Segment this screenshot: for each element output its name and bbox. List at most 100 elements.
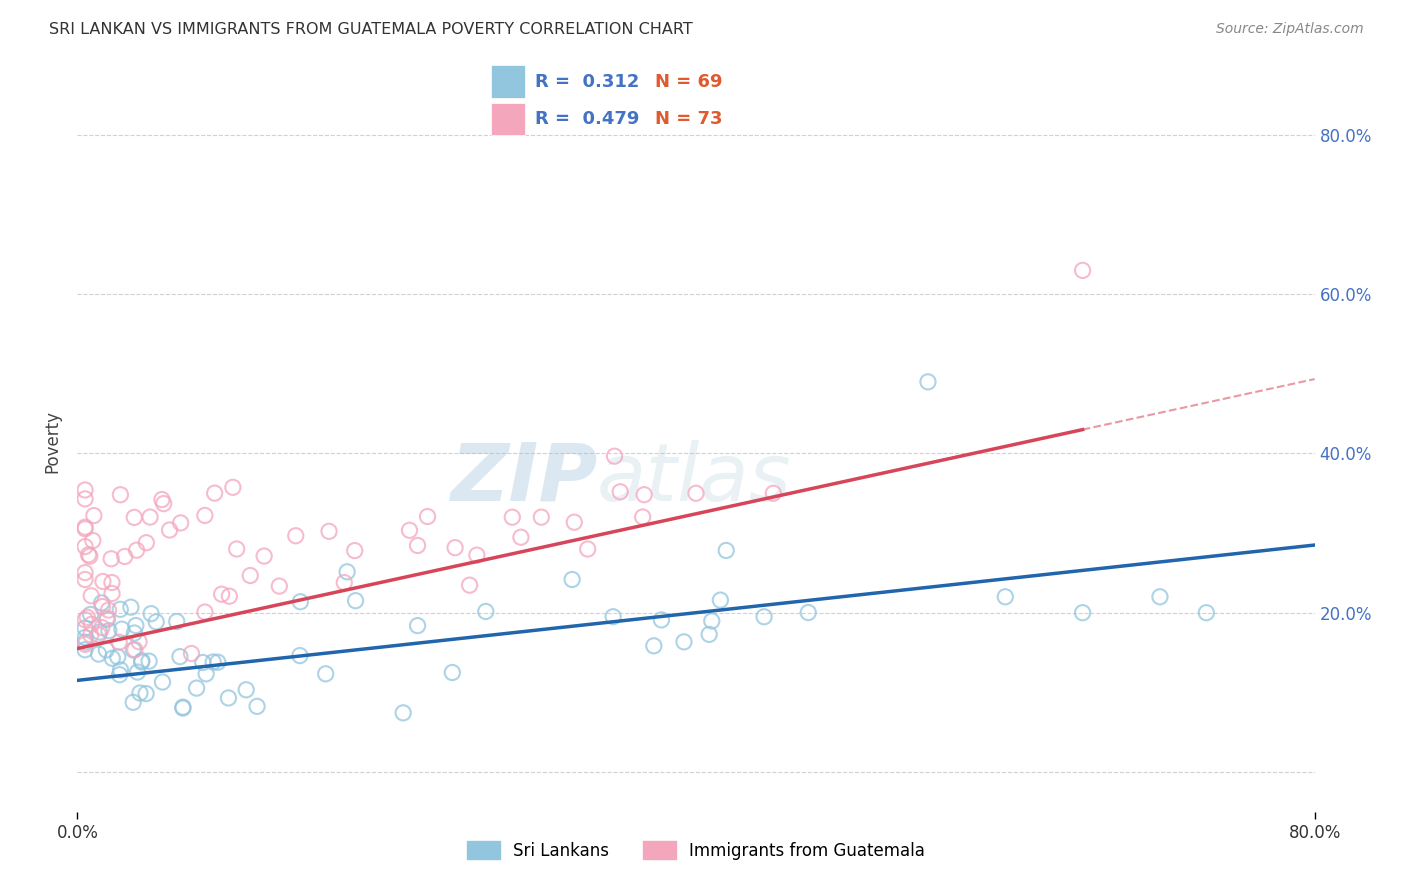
Point [222, 480, 245, 494]
Point [202, 655, 225, 669]
Point [406, 539, 429, 553]
Point [110, 663, 132, 677]
Bar [491, 103, 526, 136]
Point [122, 695, 145, 709]
Point [218, 589, 240, 603]
Point [253, 549, 276, 563]
Point [111, 622, 134, 636]
Point [194, 508, 217, 523]
Point [672, 635, 695, 649]
Point [697, 627, 720, 641]
Point [1149, 590, 1171, 604]
Point [127, 665, 149, 679]
Point [576, 541, 599, 556]
Text: atlas: atlas [598, 440, 792, 517]
Point [465, 548, 488, 562]
Point [91, 599, 114, 614]
Point [398, 523, 420, 537]
Point [509, 530, 531, 544]
Point [145, 615, 167, 629]
Point [191, 656, 214, 670]
Point [685, 486, 707, 500]
Point [650, 613, 672, 627]
Point [120, 600, 142, 615]
Point [475, 604, 498, 618]
Point [75, 642, 96, 657]
Point [75, 483, 96, 497]
Point [96, 611, 118, 625]
Point [139, 510, 162, 524]
Point [609, 484, 631, 499]
Point [75, 621, 96, 635]
Text: N = 69: N = 69 [655, 72, 723, 91]
Point [235, 682, 257, 697]
Point [180, 647, 202, 661]
Point [562, 515, 585, 529]
Point [186, 681, 208, 695]
Point [1195, 606, 1218, 620]
Point [246, 699, 269, 714]
Point [172, 700, 194, 714]
Point [797, 606, 820, 620]
Point [124, 642, 146, 657]
Point [561, 573, 583, 587]
Text: R =  0.479: R = 0.479 [534, 110, 638, 128]
Point [211, 587, 233, 601]
Point [444, 541, 467, 555]
Point [207, 655, 229, 669]
Point [91, 574, 114, 589]
Point [110, 488, 132, 502]
Point [406, 618, 429, 632]
Point [75, 491, 96, 506]
Point [762, 486, 785, 500]
Point [79, 607, 101, 622]
Point [501, 510, 523, 524]
Point [135, 535, 157, 549]
Point [239, 568, 262, 582]
Point [633, 488, 655, 502]
Point [124, 626, 146, 640]
Point [101, 575, 124, 590]
Point [114, 549, 136, 564]
Point [131, 654, 153, 668]
Point [131, 655, 153, 669]
Point [90, 596, 112, 610]
Point [152, 675, 174, 690]
Point [336, 565, 359, 579]
Point [77, 548, 100, 562]
Point [290, 595, 312, 609]
Point [82, 533, 104, 548]
Point [1071, 606, 1094, 620]
Text: ZIP: ZIP [450, 440, 598, 517]
Point [169, 649, 191, 664]
Point [530, 510, 553, 524]
Text: Source: ZipAtlas.com: Source: ZipAtlas.com [1216, 22, 1364, 37]
Point [107, 649, 129, 664]
Point [80, 589, 103, 603]
Point [75, 631, 96, 645]
Point [344, 593, 367, 607]
Point [139, 607, 162, 621]
Point [97, 624, 120, 638]
Point [169, 516, 191, 530]
Point [284, 529, 307, 543]
Point [108, 667, 131, 681]
Point [269, 579, 291, 593]
Point [150, 492, 173, 507]
Point [994, 590, 1017, 604]
Text: R =  0.312: R = 0.312 [534, 72, 638, 91]
Point [80, 628, 103, 642]
Point [643, 639, 665, 653]
Point [716, 543, 738, 558]
Point [122, 510, 145, 524]
Point [96, 643, 118, 657]
Point [75, 522, 96, 536]
Point [709, 593, 731, 607]
Point [315, 666, 337, 681]
Point [75, 573, 96, 587]
Point [1071, 263, 1094, 277]
Point [97, 603, 120, 617]
Point [87, 647, 110, 661]
Point [75, 637, 96, 651]
Point [122, 643, 145, 657]
